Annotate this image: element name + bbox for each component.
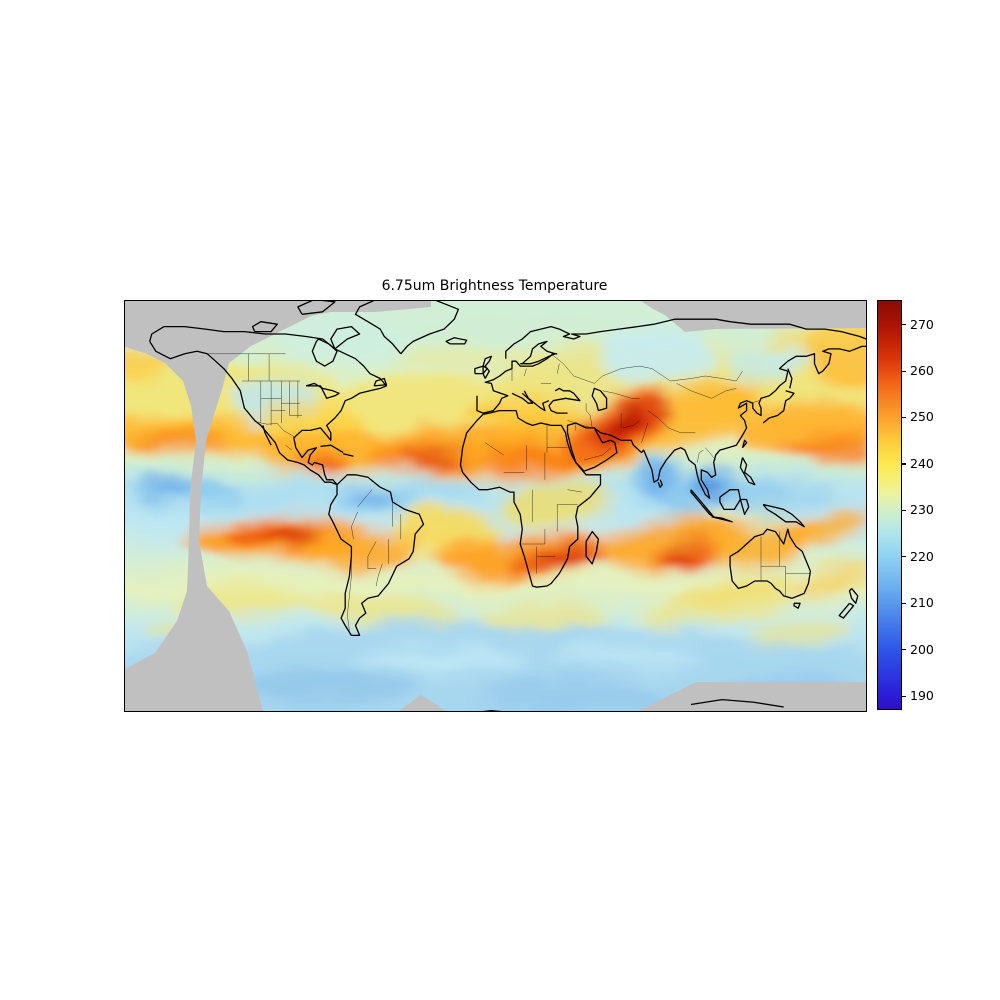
colorbar-tick-label: 190 xyxy=(910,688,934,704)
chart-title: 6.75um Brightness Temperature xyxy=(381,278,608,294)
colorbar-tick-mark xyxy=(902,463,906,465)
temperature-field-layer xyxy=(125,301,866,711)
colorbar-tick-label: 250 xyxy=(910,409,934,425)
colorbar-tick-mark xyxy=(902,695,906,697)
colorbar-gradient xyxy=(878,301,901,709)
map-plot-area xyxy=(124,300,867,712)
colorbar-tick-label: 220 xyxy=(910,548,934,564)
colorbar-tick-mark xyxy=(902,370,906,372)
coastlines-layer xyxy=(149,301,866,711)
colorbar-tick-mark xyxy=(902,602,906,604)
colorbar-tick-mark xyxy=(902,509,906,512)
colorbar-tick-label: 240 xyxy=(910,455,934,471)
colorbar-tick-mark xyxy=(902,556,906,558)
colorbar xyxy=(877,300,902,710)
colorbar-tick-label: 270 xyxy=(910,316,934,332)
colorbar-tick-label: 260 xyxy=(910,363,934,379)
colorbar-tick-label: 210 xyxy=(910,595,934,611)
world-map-svg xyxy=(125,301,866,711)
colorbar-tick-mark xyxy=(902,416,906,419)
colorbar-tick-label: 200 xyxy=(910,641,934,657)
country-borders-layer xyxy=(207,353,811,631)
colorbar-tick-label: 230 xyxy=(910,502,934,518)
colorbar-tick-mark xyxy=(902,324,906,326)
colorbar-tick-mark xyxy=(902,649,906,651)
